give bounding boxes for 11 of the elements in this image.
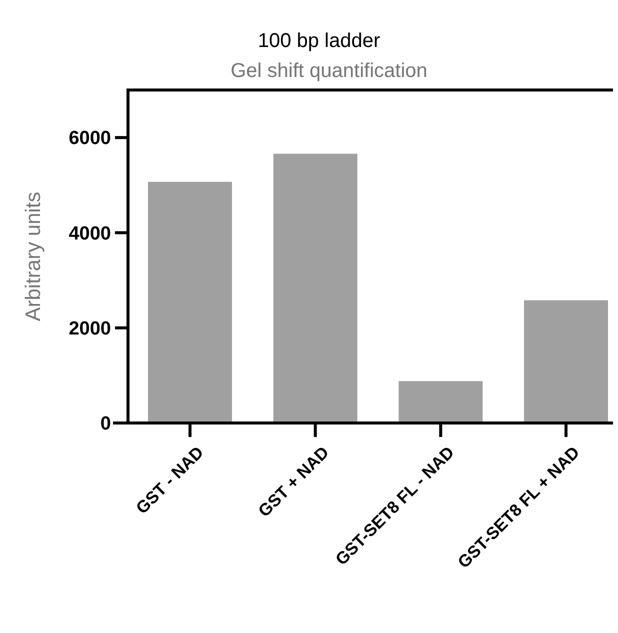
y-tick-label: 4000 [68, 223, 111, 244]
bar [148, 182, 232, 423]
bar [398, 381, 483, 423]
chart-title: 100 bp ladder [258, 30, 380, 52]
bar [524, 300, 608, 423]
y-tick-label: 2000 [68, 318, 111, 340]
y-tick-label: 0 [100, 414, 111, 435]
chart-subtitle: Gel shift quantification [230, 60, 428, 82]
y-tick-label: 6000 [68, 128, 111, 150]
bar [273, 154, 358, 423]
y-axis-title: Arbitrary units [22, 192, 45, 322]
